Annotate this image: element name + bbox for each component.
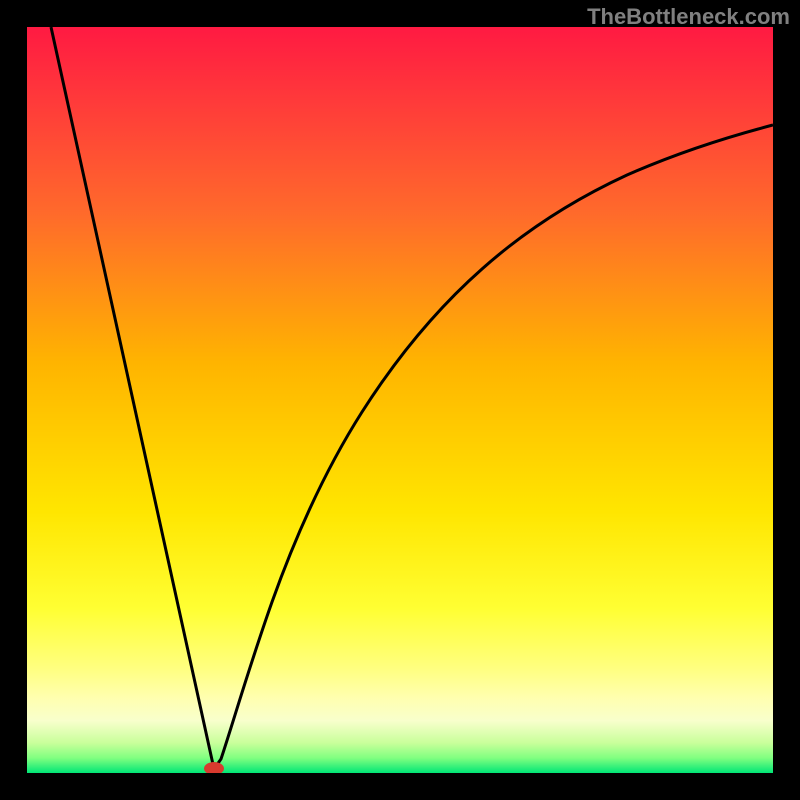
plot-area: [27, 27, 773, 773]
watermark-text: TheBottleneck.com: [587, 4, 790, 30]
chart-container: TheBottleneck.com: [0, 0, 800, 800]
optimal-point-marker: [204, 762, 224, 773]
curve-path: [51, 27, 773, 769]
bottleneck-curve: [27, 27, 773, 773]
